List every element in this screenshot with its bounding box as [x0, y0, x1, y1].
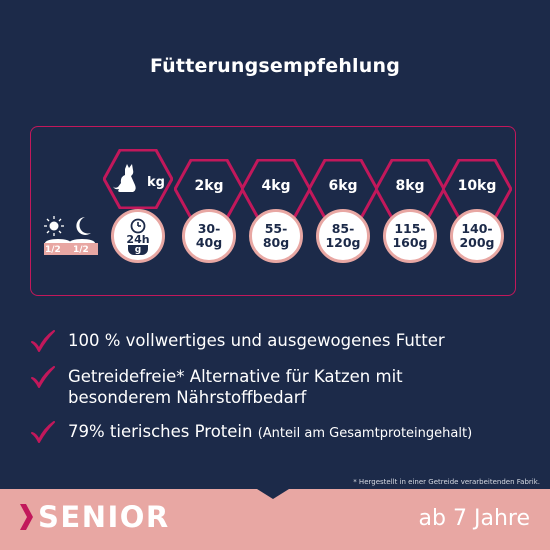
footnote: * Hergestellt in einer Getreide verarbei…: [353, 478, 540, 486]
page-title: Fütterungsempfehlung: [149, 55, 401, 77]
sun-moon-icon: [44, 216, 98, 255]
banner-notch: [257, 489, 289, 499]
cat-weight-header: kg: [103, 149, 173, 209]
day-night-portions: 1/2 1/2: [41, 215, 101, 265]
age-label: ab 7 Jahre: [418, 506, 530, 531]
clock-icon: [130, 218, 146, 233]
life-stage-label: SENIOR: [38, 500, 170, 534]
amount-circle: 30- 40g: [182, 209, 236, 263]
chevron-right-icon: [20, 504, 33, 530]
clock-label: 24h: [126, 232, 150, 246]
amount-circle: 115- 160g: [383, 209, 437, 263]
daily-amount-icon: 24h g: [111, 209, 165, 263]
portion-left: 1/2: [45, 245, 61, 255]
checkmark-icon: [31, 421, 55, 443]
amount-circle: 140- 200g: [450, 209, 504, 263]
feeding-table: 1/2 1/2 kg 24h g 2kg 30- 40g 4kg 55- 80g…: [30, 126, 516, 296]
checkmark-icon: [31, 330, 55, 352]
weight-header: 6kg: [308, 159, 378, 219]
portion-right: 1/2: [73, 245, 89, 255]
bowl-unit: g: [127, 244, 149, 255]
checkmark-icon: [31, 366, 55, 388]
senior-banner: [0, 489, 550, 550]
cat-icon: [113, 164, 136, 192]
weight-header: 2kg: [174, 159, 244, 219]
amount-circle: 55- 80g: [249, 209, 303, 263]
cat-unit: kg: [147, 175, 165, 190]
amount-circle: 85- 120g: [316, 209, 370, 263]
